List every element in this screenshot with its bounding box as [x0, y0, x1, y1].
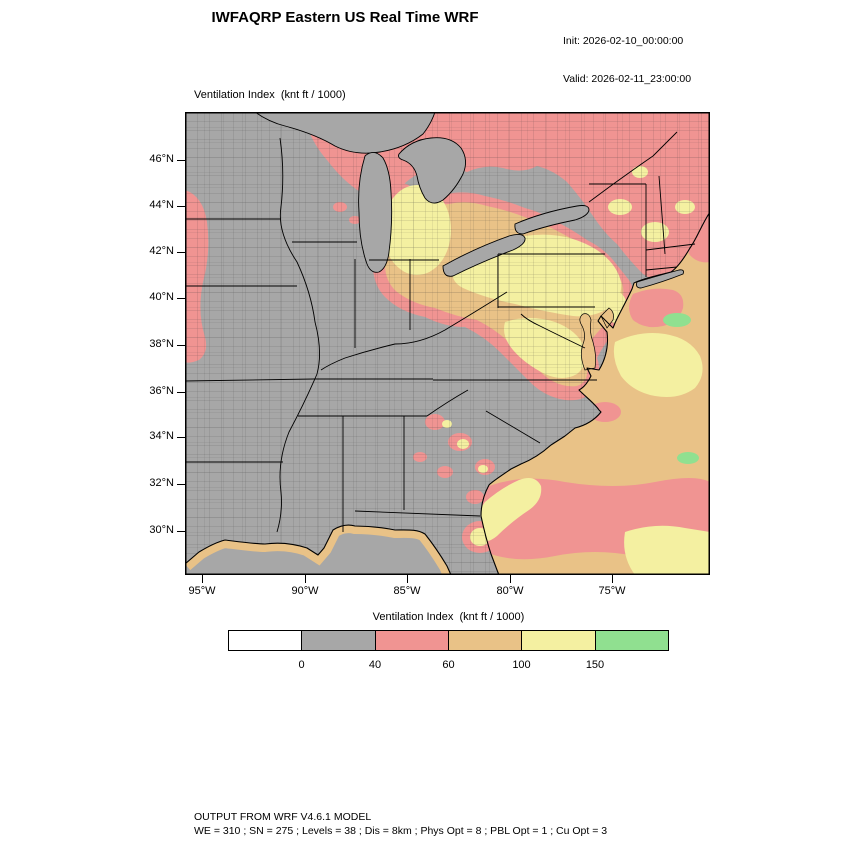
map-canvas: [184, 111, 711, 576]
colorbar-segment-green: [594, 630, 669, 651]
page-title: IWFAQRP Eastern US Real Time WRF: [211, 9, 479, 26]
colorbar-tick-label: 0: [298, 659, 305, 671]
axis-tick: [510, 575, 511, 583]
colorbar-segment-yellow: [521, 630, 596, 651]
axis-tick: [177, 252, 185, 253]
lat-tick-label: 38°N: [149, 338, 174, 350]
lat-tick-label: 42°N: [149, 245, 174, 257]
lat-tick-label: 36°N: [149, 385, 174, 397]
lat-tick-label: 34°N: [149, 430, 174, 442]
colorbar: [228, 630, 669, 651]
lat-tick-label: 46°N: [149, 153, 174, 165]
axis-tick: [177, 298, 185, 299]
lon-tick-label: 95°W: [188, 585, 216, 597]
init-time: Init: 2026-02-10_00:00:00: [563, 35, 684, 47]
model-config-line: WE = 310 ; SN = 275 ; Levels = 38 ; Dis …: [194, 825, 608, 837]
colorbar-tick-label: 150: [585, 659, 605, 671]
colorbar-segment-pink: [374, 630, 449, 651]
lon-tick-label: 90°W: [291, 585, 319, 597]
model-output-line: OUTPUT FROM WRF V4.6.1 MODEL: [194, 811, 372, 823]
axis-tick: [407, 575, 408, 583]
lon-tick-label: 80°W: [496, 585, 524, 597]
axis-tick: [612, 575, 613, 583]
colorbar-tick-label: 60: [442, 659, 455, 671]
colorbar-segment-white: [228, 630, 303, 651]
axis-tick: [305, 575, 306, 583]
axis-tick: [177, 437, 185, 438]
colorbar-tick-labels: 0 40 60 100 150: [228, 659, 669, 673]
colorbar-tick-label: 100: [512, 659, 531, 671]
lon-tick-label: 85°W: [393, 585, 421, 597]
lat-tick-label: 40°N: [149, 291, 174, 303]
ventilation-map-figure: [184, 111, 711, 576]
colorbar-tick-label: 40: [368, 659, 382, 671]
lon-tick-label: 75°W: [598, 585, 626, 597]
lat-tick-label: 30°N: [149, 524, 174, 536]
axis-tick: [202, 575, 203, 583]
axis-tick: [177, 345, 185, 346]
colorbar-segment-tan: [447, 630, 523, 651]
axis-tick: [177, 484, 185, 485]
valid-time: Valid: 2026-02-11_23:00:00: [563, 72, 692, 85]
axis-tick: [177, 531, 185, 532]
map-field-label: Ventilation Index (knt ft / 1000): [194, 89, 346, 101]
lat-tick-label: 44°N: [149, 199, 174, 211]
colorbar-segment-gray: [301, 630, 376, 651]
axis-tick: [177, 160, 185, 161]
run-times: Init: 2026-02-10_00:00:00 Valid: 2026-02…: [563, 10, 691, 110]
axis-tick: [177, 206, 185, 207]
colorbar-label: Ventilation Index (knt ft / 1000): [372, 611, 525, 623]
axis-tick: [177, 392, 185, 393]
lat-tick-label: 32°N: [149, 477, 174, 489]
